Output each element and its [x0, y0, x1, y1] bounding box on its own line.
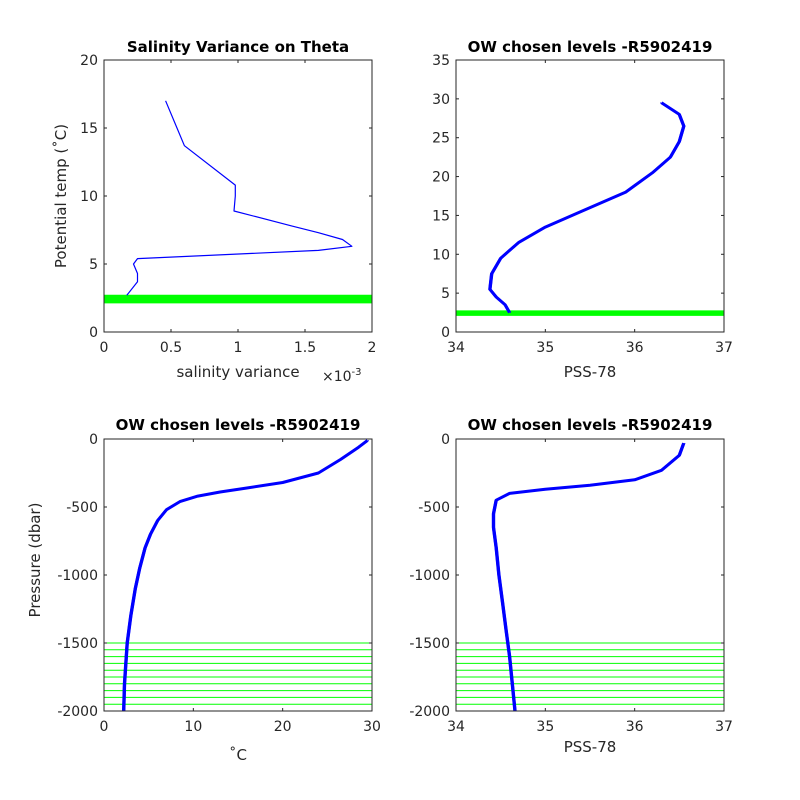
x-tick-label: 1.5	[294, 340, 316, 356]
y-tick-label: 20	[80, 53, 98, 69]
y-tick-label: -2000	[57, 704, 98, 720]
axes-frame	[455, 59, 725, 333]
y-tick-label: 0	[89, 432, 98, 448]
chosen-levels-group	[104, 294, 372, 304]
y-tick-label: -1000	[57, 568, 98, 584]
series-line	[491, 442, 684, 712]
y-tick-label: -500	[66, 500, 98, 516]
series-line	[490, 102, 686, 313]
plot-area	[126, 100, 353, 296]
x-tick-label: 1	[234, 340, 243, 356]
y-tick-label: 0	[89, 325, 98, 341]
salinity-pressure-panel: OW chosen levels -R5902419 34 35 36 37 -2000…	[409, 416, 733, 756]
x-tick-label: 0	[100, 340, 109, 356]
y-tick-label: 0	[441, 432, 450, 448]
y-tick-label: -2000	[409, 704, 450, 720]
series-line	[494, 442, 686, 712]
y-tick-label: 5	[441, 286, 450, 302]
x-tick-label: 30	[363, 719, 381, 735]
temperature-pressure-panel: OW chosen levels -R5902419 0 10 20 30 -2000 -…	[26, 416, 381, 764]
x-tick-label: 36	[626, 340, 644, 356]
y-tick-label: 35	[432, 53, 450, 69]
y-tick-label: -1500	[409, 636, 450, 652]
y-tick-label: 25	[432, 131, 450, 147]
salinity-theta-panel: OW chosen levels -R5902419 34 35 36 37 0 5 10 1…	[432, 38, 733, 381]
y-tick-label: -500	[418, 500, 450, 516]
x-tick-label: 34	[447, 340, 465, 356]
x-tick-label: 0.5	[160, 340, 182, 356]
y-tick-label: -1500	[57, 636, 98, 652]
x-tick-label: 34	[447, 719, 465, 735]
y-tick-label: -1000	[409, 568, 450, 584]
y-tick-label: 15	[432, 208, 450, 224]
x-multiplier-exponent: -3	[352, 367, 362, 378]
tick-group: 34 35 36 37 0 5 10 15 20 25 30 35	[432, 53, 733, 356]
x-tick-label: 2	[368, 340, 377, 356]
plot-area	[488, 101, 686, 314]
x-tick-label: 35	[536, 719, 554, 735]
y-tick-label: 0	[441, 325, 450, 341]
series-line	[488, 102, 684, 313]
series-line	[124, 440, 370, 712]
chosen-levels-group	[104, 642, 372, 705]
x-tick-label: 20	[274, 719, 292, 735]
tick-group: 34 35 36 37 -2000 -1500 -1000 -500 0	[409, 432, 733, 735]
chosen-levels-group	[456, 642, 724, 705]
y-tick-label: 30	[432, 92, 450, 108]
panel-title: OW chosen levels -R5902419	[468, 38, 713, 56]
x-axis-label: salinity variance	[176, 363, 299, 381]
tick-group: 0 10 20 30 -2000 -1500 -1000 -500 0	[57, 432, 381, 735]
y-tick-label: 20	[432, 170, 450, 186]
x-tick-label: 10	[184, 719, 202, 735]
series-line	[122, 440, 367, 712]
x-axis-label: PSS-78	[564, 363, 617, 381]
x-tick-label: 36	[626, 719, 644, 735]
series-line	[126, 100, 353, 296]
x-multiplier-base: ×10	[322, 369, 352, 385]
panel-title: OW chosen levels -R5902419	[116, 416, 361, 434]
panel-title: Salinity Variance on Theta	[127, 38, 349, 56]
x-multiplier-label: ×10-3	[322, 367, 362, 385]
y-axis-label: Potential temp (˚C)	[52, 124, 70, 268]
plot-area	[122, 439, 370, 712]
chosen-levels-group	[456, 310, 724, 316]
plot-area	[491, 442, 686, 712]
y-tick-label: 5	[89, 257, 98, 273]
panel-title: OW chosen levels -R5902419	[468, 416, 713, 434]
y-tick-label: 10	[80, 189, 98, 205]
x-axis-label: PSS-78	[564, 738, 617, 756]
x-axis-label: ˚C	[229, 746, 247, 764]
y-axis-label: Pressure (dbar)	[26, 503, 44, 618]
x-tick-label: 37	[715, 719, 733, 735]
x-tick-label: 0	[100, 719, 109, 735]
y-tick-label: 15	[80, 121, 98, 137]
x-tick-label: 35	[536, 340, 554, 356]
x-tick-label: 37	[715, 340, 733, 356]
y-tick-label: 10	[432, 247, 450, 263]
salinity-variance-panel: Salinity Variance on Theta 0 0.5 1 1.5 20510…	[52, 38, 376, 385]
